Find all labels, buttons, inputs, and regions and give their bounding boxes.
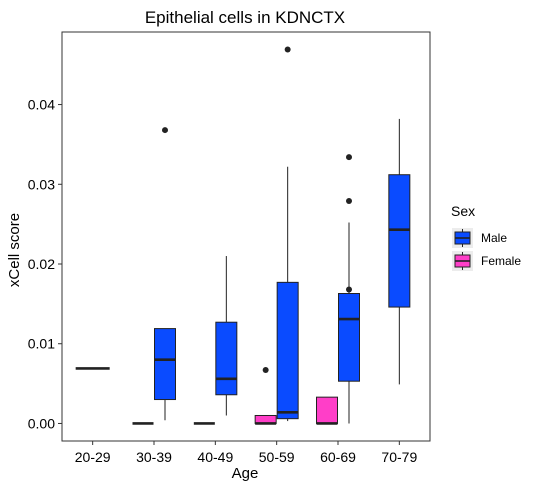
box-body — [338, 293, 360, 382]
x-tick-label: 50-59 — [259, 449, 295, 465]
x-axis: 20-29 30-39 40-49 50-59 60-69 70-79 — [75, 441, 417, 465]
plot-panel — [61, 31, 431, 442]
outlier-point — [262, 367, 269, 374]
box-body — [215, 321, 238, 396]
y-tick-label: 0.04 — [28, 97, 55, 113]
box-body — [316, 396, 338, 424]
box-female-60-69 — [316, 396, 338, 425]
legend-label-female: Female — [481, 254, 521, 268]
box-male-50-59 — [276, 46, 299, 422]
outlier-point — [284, 46, 291, 53]
x-axis-label: Age — [232, 465, 259, 482]
box-male-70-79 — [388, 118, 411, 385]
x-tick-label: 20-29 — [75, 449, 111, 465]
box-male-40-49 — [215, 256, 238, 416]
box-female-50-59 — [254, 367, 277, 425]
y-axis: 0.00 0.01 0.02 0.03 0.04 — [28, 97, 62, 431]
y-tick-label: 0.01 — [28, 336, 55, 352]
outlier-point — [162, 127, 168, 134]
box-layer — [75, 46, 411, 425]
x-tick-label: 60-69 — [320, 449, 356, 465]
y-tick-label: 0.00 — [28, 415, 55, 431]
y-tick-label: 0.03 — [28, 176, 55, 192]
x-tick-label: 40-49 — [197, 449, 233, 465]
legend-title: Sex — [451, 203, 475, 219]
box-body — [276, 281, 299, 420]
y-axis-label: xCell score — [6, 213, 23, 287]
box-male-60-69 — [338, 154, 360, 424]
legend-label-male: Male — [481, 231, 507, 245]
outlier-point — [346, 286, 352, 293]
box-body — [154, 328, 176, 401]
outlier-point — [346, 154, 352, 161]
chart-title: Epithelial cells in KDNCTX — [145, 8, 345, 27]
box-male-30-39 — [154, 127, 176, 421]
legend: Sex Male Female — [451, 203, 521, 271]
outlier-point — [346, 198, 352, 205]
y-tick-label: 0.02 — [28, 256, 55, 272]
box-body — [388, 174, 411, 308]
x-tick-label: 30-39 — [136, 449, 172, 465]
x-tick-label: 70-79 — [381, 449, 417, 465]
